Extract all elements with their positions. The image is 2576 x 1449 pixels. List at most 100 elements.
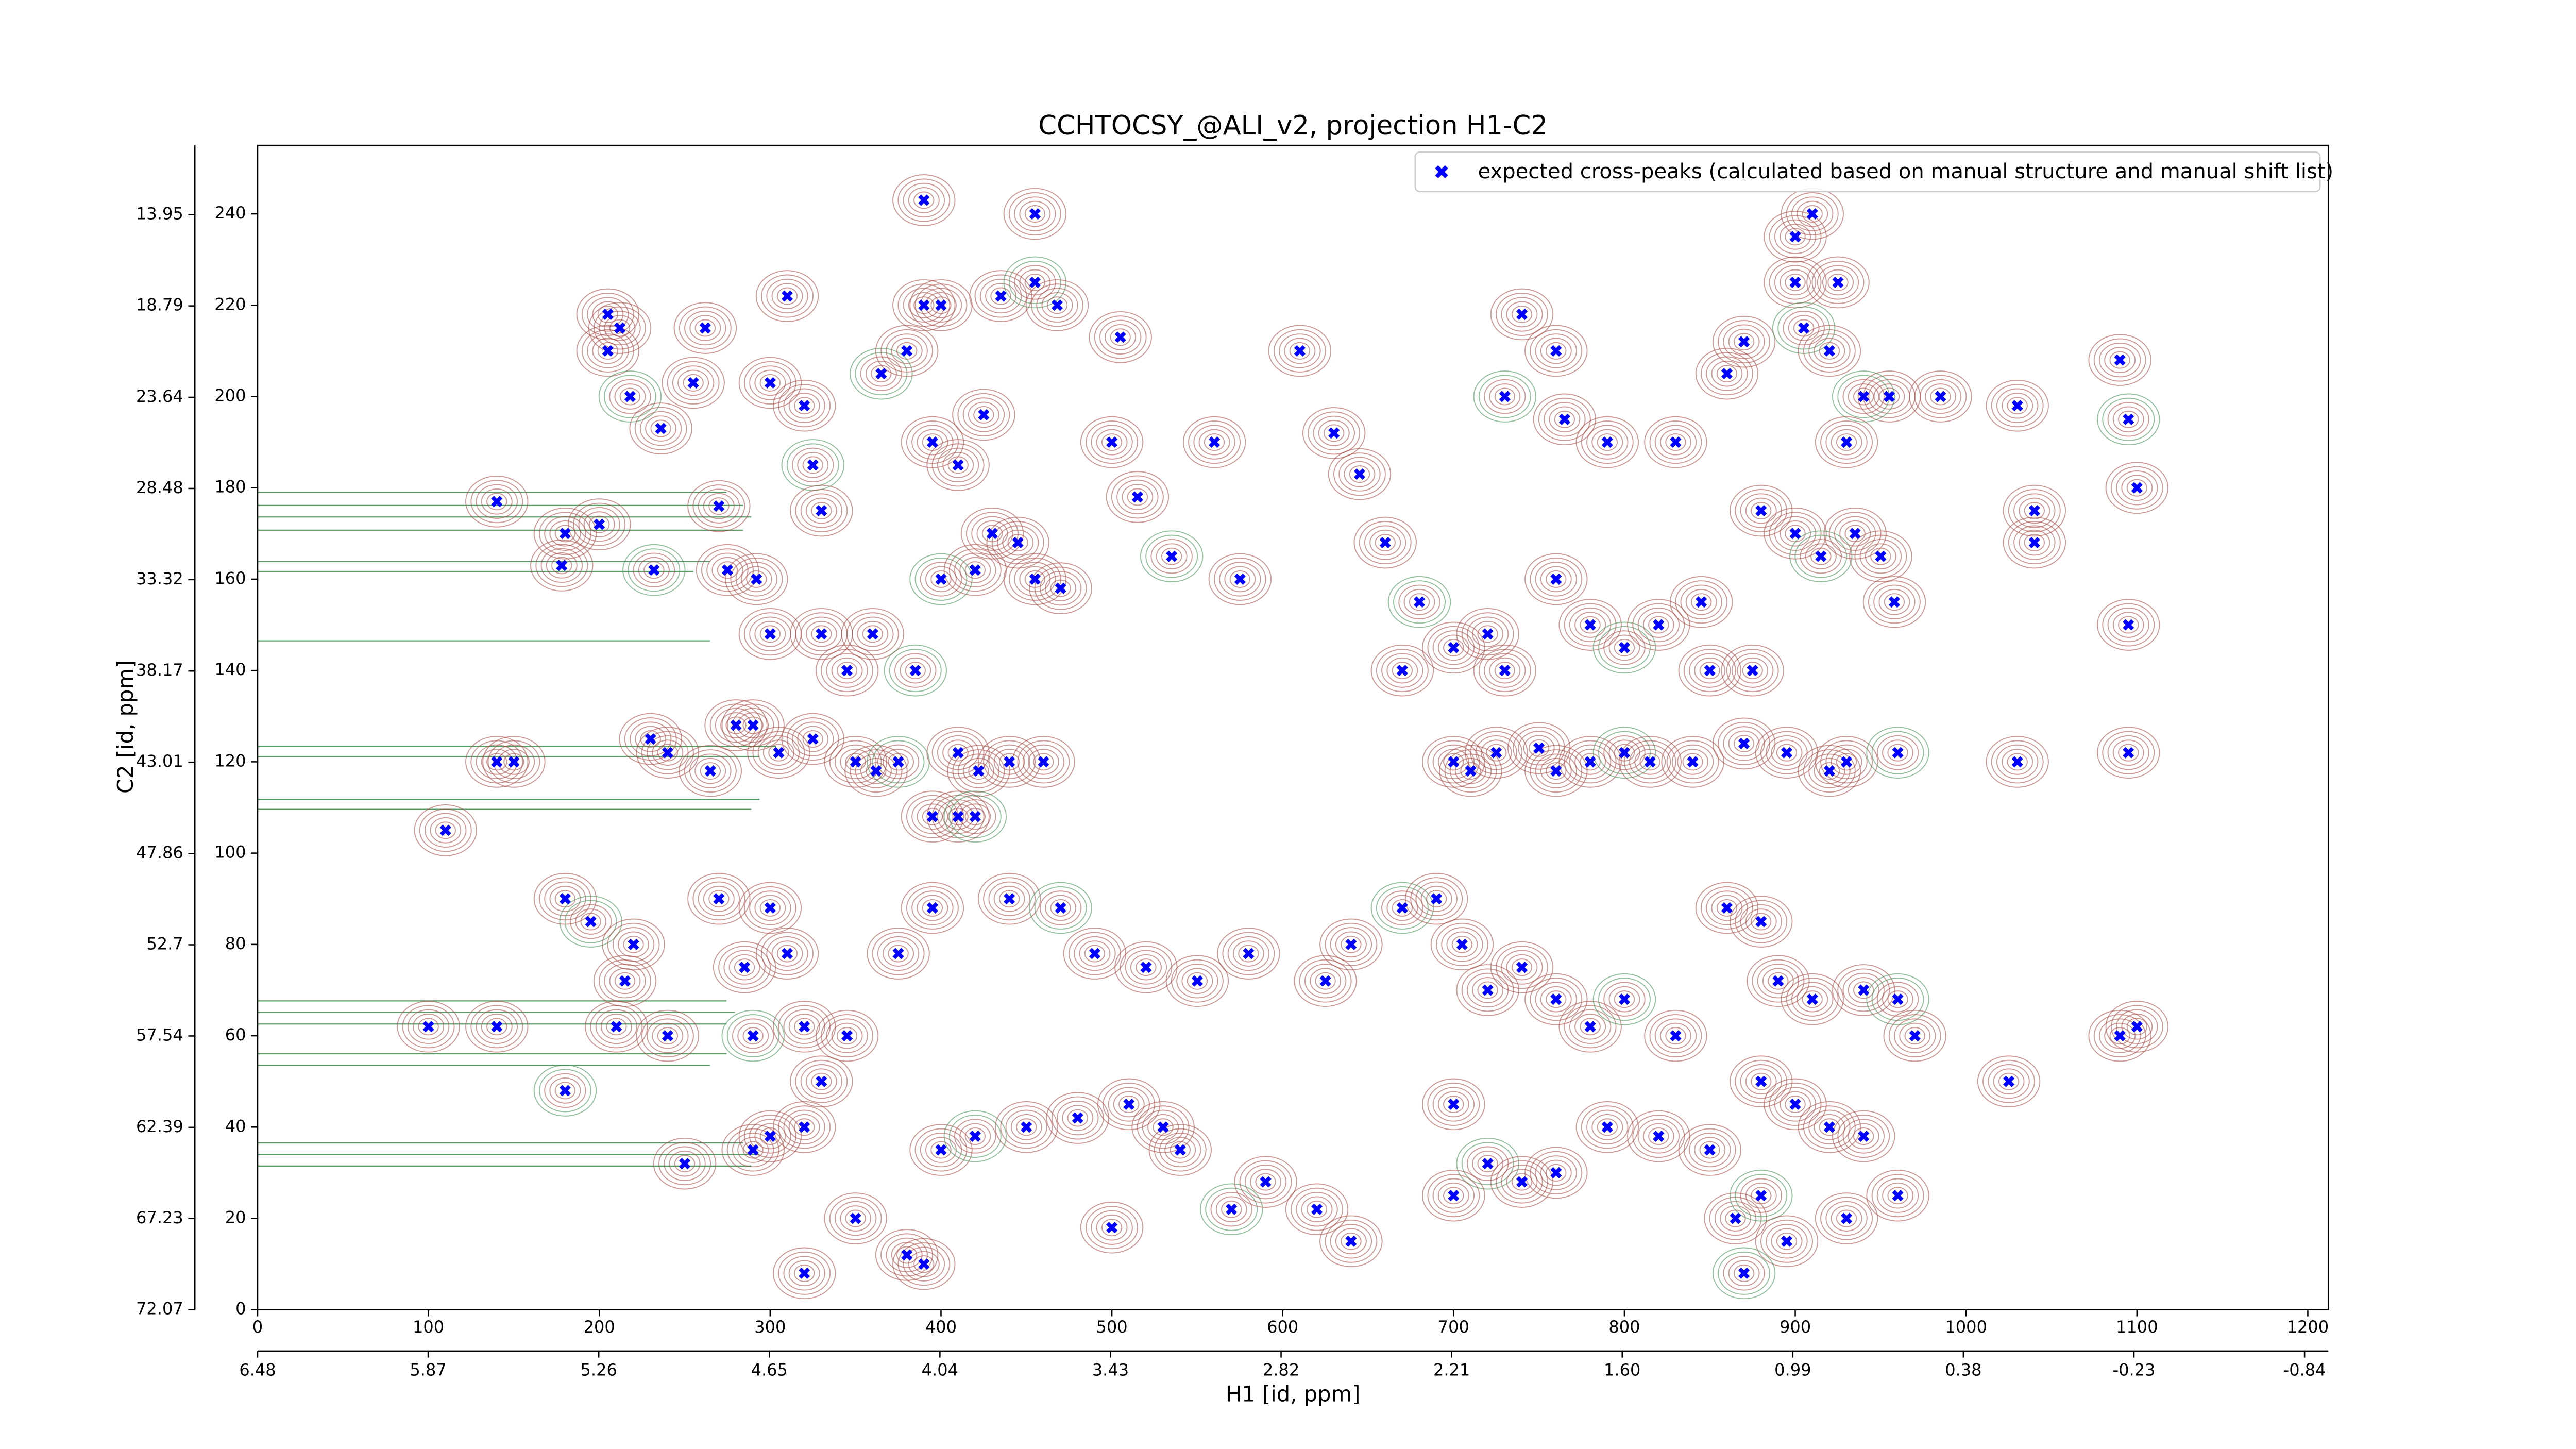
contour	[1644, 1009, 1707, 1062]
contour	[465, 1001, 529, 1053]
contour	[1171, 959, 1224, 1003]
contour	[786, 717, 839, 761]
contour	[726, 703, 779, 747]
cross-peak	[1550, 345, 1562, 357]
cross-peak	[1789, 276, 1801, 289]
contour	[1839, 520, 1871, 547]
cross-peak	[1051, 299, 1063, 311]
contour	[629, 402, 692, 454]
contour	[476, 1009, 518, 1044]
contour	[920, 562, 962, 597]
contour	[2019, 497, 2050, 524]
contour	[1648, 1127, 1669, 1145]
contour	[1137, 1105, 1190, 1149]
contour	[544, 881, 586, 916]
contour	[1742, 662, 1763, 680]
contour	[1024, 205, 1046, 223]
contour	[1788, 315, 1820, 341]
contour	[1866, 973, 1929, 1025]
contour	[1094, 315, 1147, 359]
contour	[1530, 749, 1583, 793]
legend-label: expected cross-peaks (calculated based o…	[1478, 160, 2334, 183]
contour	[1057, 1100, 1099, 1136]
cross-peak	[1550, 993, 1562, 1005]
cross-peak	[978, 409, 990, 420]
cross-peak	[1858, 984, 1870, 996]
contour	[1062, 1105, 1094, 1131]
cross-peak	[2123, 747, 2134, 759]
contour	[1524, 1147, 1588, 1199]
contour	[1386, 657, 1418, 684]
contour	[476, 484, 518, 519]
contour	[805, 497, 837, 524]
contour	[1530, 1151, 1583, 1194]
cross-peak	[850, 1212, 861, 1224]
contour	[1426, 890, 1447, 908]
contour	[1455, 757, 1486, 784]
contour	[1164, 1137, 1196, 1163]
contour	[1443, 1095, 1464, 1113]
cross-peak	[1490, 747, 1502, 759]
contour	[772, 379, 836, 432]
contour	[592, 301, 624, 328]
y-tick-label: 200	[214, 385, 246, 405]
cross-peak	[2011, 400, 2023, 412]
contour	[2104, 1022, 2136, 1049]
contour	[877, 744, 920, 780]
cross-peak	[1431, 893, 1443, 905]
contour	[1244, 1164, 1287, 1200]
x2-tick-label: 0.99	[1774, 1360, 1811, 1379]
contour	[700, 762, 721, 780]
contour	[1919, 379, 1962, 414]
contour	[470, 1005, 523, 1049]
contour	[619, 387, 641, 406]
contour	[1832, 1110, 1895, 1162]
contour	[1279, 333, 1321, 368]
contour	[1318, 420, 1350, 446]
contour	[1752, 959, 1805, 1003]
contour	[1176, 964, 1218, 999]
cross-peak	[739, 962, 751, 973]
cross-peak	[969, 564, 981, 576]
contour	[1820, 740, 1873, 784]
contour	[1420, 885, 1452, 912]
contour	[771, 283, 803, 309]
contour	[1794, 534, 1848, 578]
contour	[606, 1018, 627, 1036]
contour	[687, 480, 751, 532]
contour	[573, 502, 626, 546]
contour	[1002, 529, 1034, 556]
contour	[1432, 630, 1475, 665]
contour	[905, 662, 926, 680]
contour	[971, 516, 1013, 551]
contour	[1484, 379, 1526, 414]
contour	[1866, 1169, 1929, 1222]
contour	[2126, 479, 2148, 497]
cross-peak	[764, 377, 776, 389]
contour	[1780, 520, 1811, 547]
contour	[580, 913, 601, 931]
contour	[1740, 904, 1782, 939]
contour	[742, 716, 764, 734]
contour	[964, 1127, 986, 1145]
contour	[737, 1137, 769, 1163]
x-tick-label: 300	[754, 1317, 786, 1337]
contour	[1803, 1105, 1856, 1149]
cross-peak	[1772, 975, 1784, 987]
contour	[1986, 379, 2049, 432]
contour	[1894, 1018, 1936, 1053]
contour	[1484, 653, 1526, 688]
cross-peak	[1789, 528, 1801, 540]
contour	[684, 749, 737, 793]
contour	[635, 726, 667, 752]
contour	[759, 899, 781, 917]
contour	[1791, 982, 1834, 1017]
x-tick-label: 400	[925, 1317, 957, 1337]
contour	[2002, 392, 2033, 419]
contour	[850, 749, 903, 793]
contour	[1574, 612, 1606, 638]
contour	[815, 1009, 879, 1062]
contour	[1376, 649, 1429, 693]
cross-peak	[611, 1021, 622, 1033]
contour	[1045, 575, 1077, 601]
